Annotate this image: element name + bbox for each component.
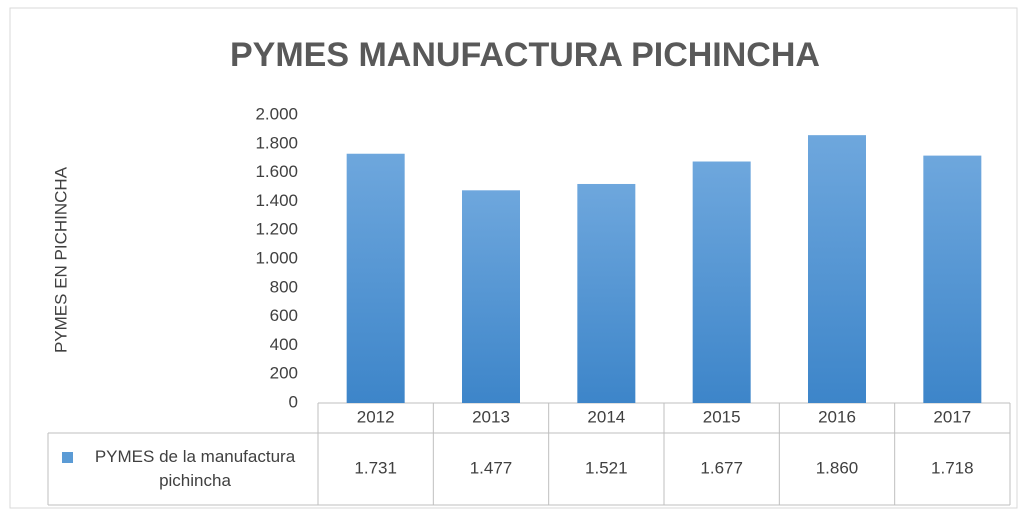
- x-tick-label: 2014: [587, 407, 625, 426]
- bar: [692, 161, 751, 403]
- data-label: 1.718: [931, 458, 974, 477]
- y-tick-label: 2.000: [255, 104, 298, 123]
- bar: [923, 155, 982, 403]
- y-tick-label: 1.800: [255, 133, 298, 152]
- y-tick-label: 200: [270, 364, 298, 383]
- legend-label: PYMES de la manufactura pichincha: [94, 447, 296, 490]
- x-tick-label: 2017: [933, 407, 971, 426]
- y-tick-label: 0: [289, 392, 298, 411]
- data-label: 1.477: [470, 458, 513, 477]
- x-tick-label: 2012: [357, 407, 395, 426]
- y-axis-title: PYMES EN PICHINCHA: [51, 166, 70, 353]
- chart-border: [9, 7, 1018, 509]
- chart-title: PYMES MANUFACTURA PICHINCHA: [230, 36, 820, 74]
- data-label: 1.860: [816, 458, 859, 477]
- data-label: 1.521: [585, 458, 628, 477]
- y-tick-label: 800: [270, 277, 298, 296]
- data-label: 1.677: [700, 458, 743, 477]
- y-tick-label: 1.200: [255, 220, 298, 239]
- bar: [346, 153, 405, 403]
- y-tick-label: 1.400: [255, 191, 298, 210]
- data-label: 1.731: [354, 458, 397, 477]
- x-tick-label: 2013: [472, 407, 510, 426]
- x-tick-label: 2016: [818, 407, 856, 426]
- x-tick-label: 2015: [703, 407, 741, 426]
- bar: [808, 135, 866, 403]
- legend-swatch: [62, 452, 73, 463]
- y-tick-label: 600: [270, 306, 298, 325]
- y-tick-label: 1.000: [255, 248, 298, 267]
- bar: [462, 190, 520, 403]
- legend-label-box: PYMES de la manufactura pichincha: [94, 447, 296, 490]
- y-tick-label: 400: [270, 335, 298, 354]
- y-tick-label: 1.600: [255, 162, 298, 181]
- bar: [577, 183, 636, 403]
